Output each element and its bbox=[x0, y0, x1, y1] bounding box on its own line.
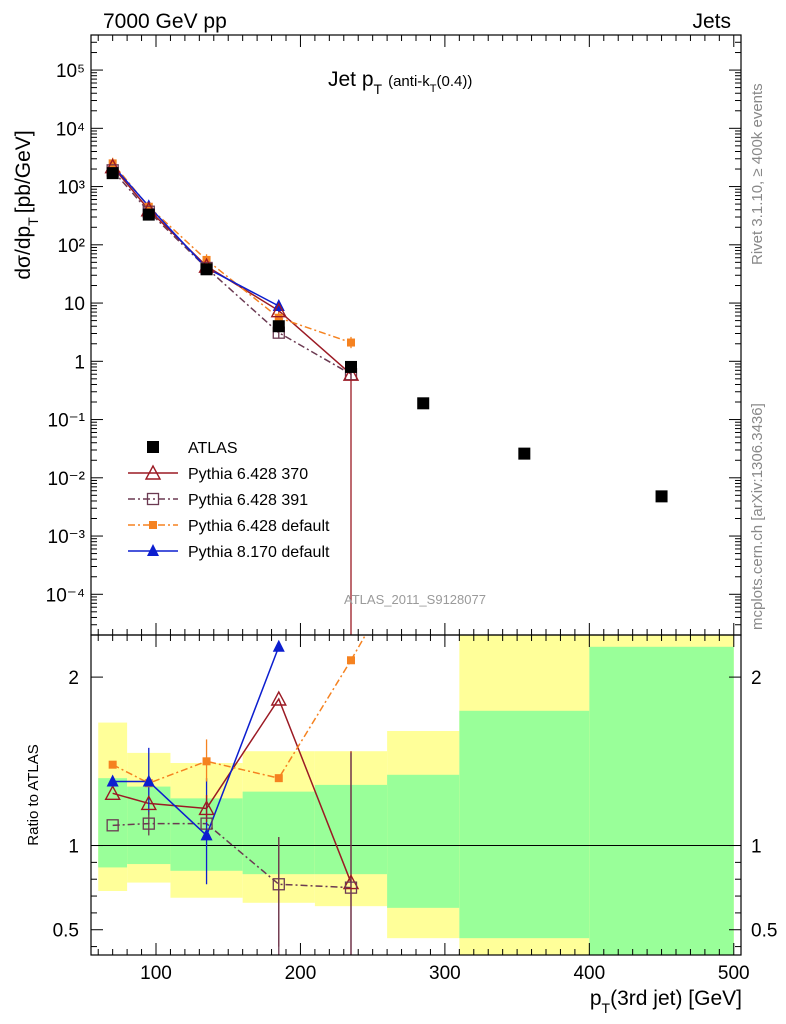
y-tick-label: 10⁻³ bbox=[48, 527, 86, 548]
y-tick-label: 10⁻¹ bbox=[48, 411, 86, 432]
x-axis-label: pT(3rd jet) [GeV] bbox=[590, 987, 742, 1016]
axes: 10⁻⁴ 10⁻³ 10⁻² 10⁻¹ 1 10 10² 10³ 10⁴ 10⁵ 100 200 300… bbox=[46, 34, 777, 984]
ratio-y-tick-label: 0.5 bbox=[53, 921, 79, 942]
legend-marker bbox=[144, 464, 162, 480]
green-band bbox=[387, 774, 460, 908]
y-tick-label: 10⁵ bbox=[56, 61, 85, 82]
ratio-point-pythia-8-170-default bbox=[142, 774, 155, 787]
legend-label-pythia-6-428-default: Pythia 6.428 default bbox=[188, 518, 330, 535]
y-tick-label: 10⁻² bbox=[48, 469, 86, 490]
point-pythia-6-428-default bbox=[274, 313, 283, 322]
ratio-panel-marks bbox=[91, 635, 741, 955]
ratio-y-tick-label-right: 1 bbox=[751, 837, 762, 858]
uncertainty-bands bbox=[98, 635, 734, 955]
line-pythia-6-428-default bbox=[112, 162, 352, 344]
mcplots-label: mcplots.cern.ch [arXiv:1306.3436] bbox=[749, 403, 766, 630]
line-pythia-8-170-default bbox=[112, 164, 280, 307]
ratio-y-tick-label-right: 2 bbox=[751, 668, 762, 689]
ratio-point-pythia-6-428-default bbox=[202, 757, 211, 766]
ratio-point-pythia-8-170-default bbox=[272, 639, 285, 652]
y-tick-label: 10 bbox=[64, 294, 85, 315]
ratio-point-pythia-6-428-370 bbox=[270, 690, 287, 706]
ratio-ylabel: Ratio to ATLAS bbox=[25, 744, 42, 845]
ratio-point-pythia-6-428-391 bbox=[272, 878, 285, 891]
green-band bbox=[459, 710, 590, 939]
x-tick-label: 400 bbox=[573, 963, 605, 984]
point-atlas bbox=[417, 397, 430, 410]
x-tick-label: 100 bbox=[140, 963, 172, 984]
title-jet: Jet p bbox=[328, 68, 374, 91]
y-tick-label: 10⁴ bbox=[56, 119, 85, 140]
y-tick-label: 10³ bbox=[58, 178, 85, 199]
ratio-y-tick-label: 2 bbox=[68, 668, 79, 689]
ratio-point-pythia-6-428-default bbox=[108, 760, 117, 769]
analysis-label: ATLAS_2011_S9128077 bbox=[344, 592, 486, 607]
legend: ATLAS Pythia 6.428 370 Pythia 6.428 391 Pyt… bbox=[128, 440, 330, 561]
ratio-line-pythia-8-170-default bbox=[112, 646, 280, 837]
y-tick-label: 10⁻⁴ bbox=[46, 585, 85, 606]
y-tick-label: 1 bbox=[74, 352, 85, 373]
point-atlas bbox=[142, 208, 155, 221]
ratio-point-pythia-6-428-370 bbox=[198, 799, 215, 816]
line-pythia-6-428-370 bbox=[112, 166, 352, 375]
plot-title: Jet pT (anti-kT(0.4)) bbox=[328, 68, 472, 97]
legend-label-pythia-6-428-370: Pythia 6.428 370 bbox=[188, 466, 308, 483]
point-atlas bbox=[345, 360, 357, 373]
y-tick-label: 10² bbox=[58, 236, 85, 257]
ratio-point-pythia-6-428-370 bbox=[104, 784, 121, 801]
top-ylabel: dσ/dpT[pb/GeV] bbox=[12, 130, 41, 279]
legend-marker bbox=[146, 492, 160, 506]
ratio-point-pythia-8-170-default bbox=[106, 774, 119, 787]
legend-label-pythia-6-428-391: Pythia 6.428 391 bbox=[188, 492, 308, 509]
legend-label-atlas: ATLAS bbox=[188, 440, 238, 457]
header-right: Jets bbox=[692, 10, 731, 33]
green-band bbox=[98, 778, 128, 868]
legend-marker bbox=[147, 544, 159, 556]
ratio-y-tick-label-right: 0.5 bbox=[751, 921, 777, 942]
point-pythia-6-428-default bbox=[347, 338, 355, 347]
ratio-y-tick-label: 1 bbox=[68, 837, 79, 858]
x-tick-label: 300 bbox=[429, 963, 461, 984]
point-pythia-6-428-370 bbox=[342, 365, 360, 381]
ratio-line-pythia-6-428-default bbox=[112, 635, 367, 785]
x-tick-label: 200 bbox=[285, 963, 317, 984]
point-pythia-6-428-370 bbox=[270, 302, 287, 318]
point-atlas bbox=[200, 263, 213, 276]
header-left: 7000 GeV pp bbox=[103, 10, 227, 33]
ratio-point-pythia-6-428-391 bbox=[142, 817, 155, 830]
legend-marker bbox=[149, 521, 157, 529]
x-tick-label: 500 bbox=[718, 963, 750, 984]
legend-label-pythia-8-170-default: Pythia 8.170 default bbox=[188, 544, 330, 561]
point-atlas bbox=[272, 320, 285, 333]
point-atlas bbox=[655, 490, 668, 503]
ratio-point-pythia-6-428-default bbox=[347, 656, 355, 665]
green-band bbox=[589, 646, 734, 955]
ratio-point-pythia-8-170-default bbox=[200, 828, 213, 841]
ratio-point-pythia-6-428-default bbox=[274, 774, 283, 783]
point-atlas bbox=[106, 167, 119, 180]
top-panel-marks bbox=[104, 157, 668, 635]
ratio-point-pythia-6-428-391 bbox=[106, 819, 119, 832]
point-pythia-6-428-default bbox=[108, 159, 117, 168]
point-atlas bbox=[518, 447, 531, 460]
rivet-label: Rivet 3.1.10, ≥ 400k events bbox=[749, 83, 766, 265]
legend-marker bbox=[147, 441, 159, 453]
ratio-point-pythia-6-428-391 bbox=[344, 881, 358, 894]
ratio-point-pythia-6-428-370 bbox=[140, 794, 157, 811]
